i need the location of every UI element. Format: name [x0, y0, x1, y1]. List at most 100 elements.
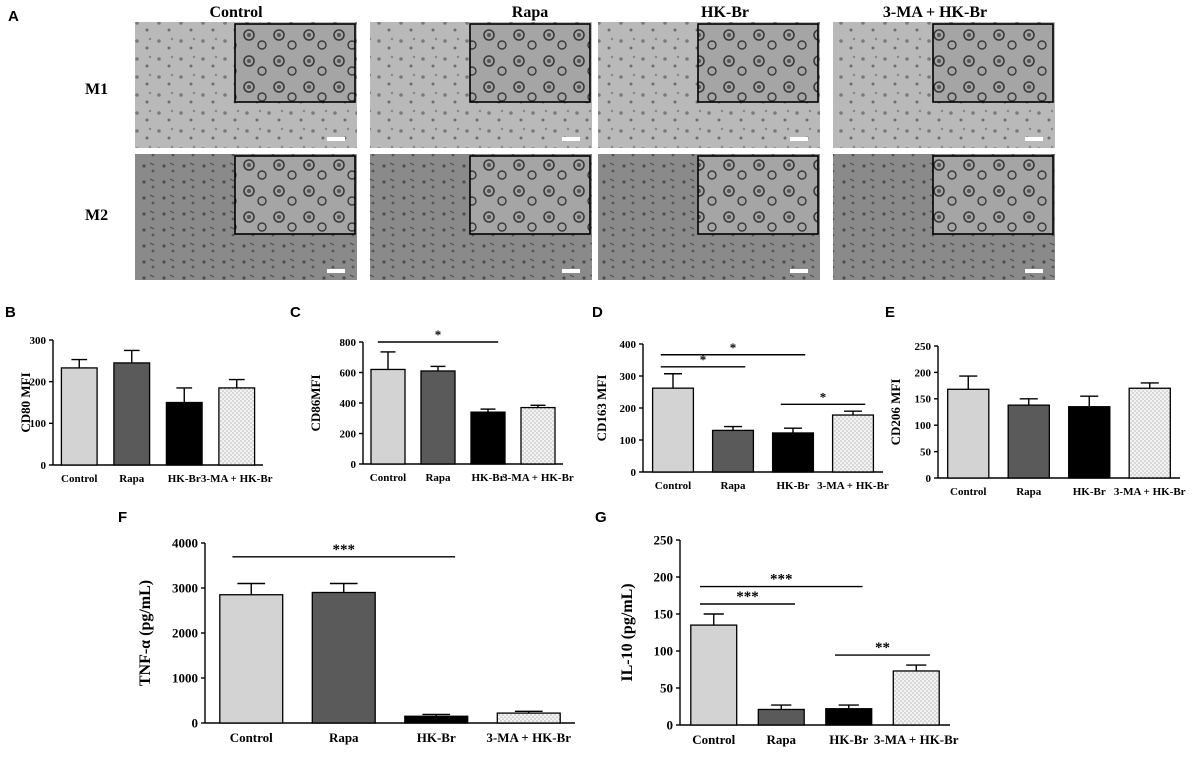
- x-tick-label: 3-MA + HK-Br: [1114, 486, 1186, 498]
- y-tick-label: 800: [340, 337, 357, 349]
- panel-g-letter: G: [595, 509, 607, 526]
- x-tick-label: Control: [655, 480, 691, 492]
- x-tick-label: Rapa: [119, 473, 145, 485]
- x-tick-label: 3-MA + HK-Br: [201, 473, 273, 485]
- chart-panel-g: 0 50 100 150 200 250 IL-10 (pg/mL) Control Rapa H…: [619, 533, 959, 747]
- x-tick-label: Control: [692, 732, 735, 747]
- column-label: HK-Br: [701, 4, 749, 21]
- x-tick-label: 3-MA + HK-Br: [486, 730, 571, 745]
- bar: [311, 591, 376, 724]
- y-tick-label: 100: [620, 435, 637, 447]
- micrograph-image: [135, 154, 357, 280]
- y-tick-label: 300: [620, 371, 637, 383]
- y-axis-label: CD163 MFI: [594, 375, 609, 442]
- y-tick-label: 0: [631, 467, 637, 479]
- bar: [947, 388, 990, 479]
- y-tick-label: 0: [667, 718, 674, 733]
- scale-bar: [1025, 269, 1043, 273]
- bar: [165, 401, 203, 466]
- micrograph-inset: [932, 155, 1054, 235]
- micrograph-image: [135, 22, 357, 148]
- significance-label: *: [700, 352, 707, 367]
- scale-bar: [1025, 137, 1043, 141]
- bar: [1128, 387, 1171, 479]
- bar: [496, 712, 561, 724]
- significance-label: ***: [770, 572, 793, 588]
- y-axis-label: CD206 MFI: [888, 379, 903, 446]
- significance-label: *: [435, 327, 442, 342]
- y-tick-label: 400: [620, 339, 637, 351]
- significance-label: ***: [736, 589, 759, 605]
- y-axis-label: TNF-α (pg/mL): [137, 580, 154, 686]
- y-tick-label: 300: [30, 335, 47, 347]
- chart-panel-e: 0 50 100 150 200 250 CD206 MFI Control Rapa HK-Br…: [888, 341, 1186, 498]
- column-label: Control: [209, 4, 263, 21]
- significance-label: *: [820, 389, 827, 404]
- micrograph-image: [370, 22, 592, 148]
- y-tick-label: 1000: [172, 671, 198, 686]
- y-tick-label: 250: [654, 533, 674, 548]
- row-label: M2: [85, 207, 108, 224]
- bar: [1007, 404, 1050, 479]
- chart-panel-c: 0 200 400 600 800 CD86MFI Control Rapa HK-Br3-MA…: [308, 327, 574, 484]
- micrograph-image: [833, 22, 1055, 148]
- bar: [470, 411, 506, 465]
- significance-label: *: [730, 340, 737, 355]
- y-tick-label: 0: [926, 473, 932, 485]
- bar: [219, 594, 284, 724]
- bar: [520, 406, 556, 465]
- panel-d-letter: D: [592, 304, 603, 321]
- micrograph-inset: [469, 155, 591, 235]
- scale-bar: [790, 269, 808, 273]
- y-tick-label: 100: [654, 644, 674, 659]
- y-tick-label: 200: [654, 570, 674, 585]
- y-tick-label: 200: [340, 428, 357, 440]
- micrograph-image: [598, 22, 820, 148]
- bar: [771, 432, 815, 473]
- y-tick-label: 0: [192, 716, 199, 731]
- x-tick-label: Rapa: [1016, 486, 1042, 498]
- y-tick-label: 3000: [172, 581, 198, 596]
- y-tick-label: 50: [660, 681, 673, 696]
- x-tick-label: 3-MA + HK-Br: [874, 732, 959, 747]
- micrograph-image: [370, 154, 592, 280]
- y-axis-label: IL-10 (pg/mL): [619, 583, 636, 681]
- scale-bar: [562, 137, 580, 141]
- micrograph-inset: [697, 155, 819, 235]
- micrograph-image: [598, 154, 820, 280]
- y-tick-label: 150: [654, 607, 674, 622]
- bar: [370, 368, 406, 465]
- panel-b-letter: B: [5, 304, 16, 321]
- bar: [690, 624, 738, 726]
- x-tick-label: HK-Br: [168, 473, 201, 485]
- bar: [60, 367, 98, 466]
- y-axis-label: CD86MFI: [308, 374, 323, 431]
- y-tick-label: 250: [915, 341, 932, 353]
- y-tick-label: 150: [915, 394, 932, 406]
- x-tick-label: 3-MA + HK-Br: [502, 472, 574, 484]
- micrograph-inset: [234, 155, 356, 235]
- panel-a-letter: A: [8, 8, 19, 25]
- scale-bar: [562, 269, 580, 273]
- panel-c-letter: C: [290, 304, 301, 321]
- column-label: 3-MA + HK-Br: [883, 4, 987, 21]
- micrograph-grid: Control Rapa HK-Br 3-MA + HK-Br M1 M2: [85, 4, 1055, 280]
- y-tick-label: 400: [340, 398, 357, 410]
- x-tick-label: Rapa: [425, 472, 451, 484]
- bar: [825, 708, 873, 726]
- y-tick-label: 100: [915, 420, 932, 432]
- x-tick-label: Control: [370, 472, 406, 484]
- micrograph-inset: [697, 23, 819, 103]
- x-tick-label: 3-MA + HK-Br: [817, 480, 889, 492]
- column-label: Rapa: [512, 4, 548, 21]
- y-tick-label: 0: [351, 459, 357, 471]
- micrograph-inset: [932, 23, 1054, 103]
- x-tick-label: Control: [950, 486, 986, 498]
- y-tick-label: 2000: [172, 626, 198, 641]
- row-label: M1: [85, 81, 108, 98]
- bar: [757, 708, 805, 726]
- x-tick-label: Control: [61, 473, 97, 485]
- x-tick-label: HK-Br: [1073, 486, 1106, 498]
